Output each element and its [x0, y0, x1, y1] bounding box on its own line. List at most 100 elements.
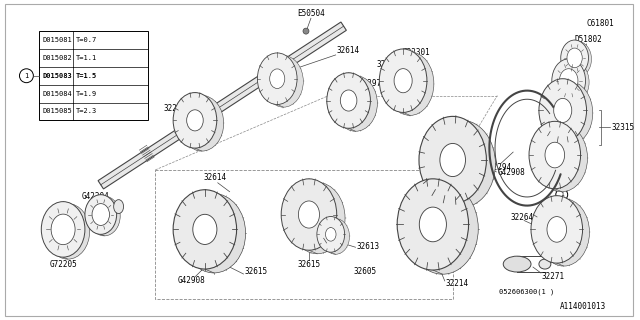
Ellipse shape	[340, 90, 357, 111]
Text: G42204: G42204	[82, 192, 109, 201]
Ellipse shape	[564, 41, 591, 77]
Ellipse shape	[503, 256, 531, 272]
Ellipse shape	[51, 214, 75, 245]
Text: G42908: G42908	[497, 168, 525, 177]
Text: A114001013: A114001013	[560, 302, 606, 311]
Ellipse shape	[554, 98, 572, 123]
Ellipse shape	[428, 120, 495, 207]
Ellipse shape	[440, 143, 465, 177]
Text: 32214: 32214	[445, 279, 469, 288]
Ellipse shape	[264, 56, 303, 107]
Text: T=1.5: T=1.5	[76, 73, 97, 79]
Ellipse shape	[42, 202, 85, 257]
Ellipse shape	[276, 72, 291, 91]
Polygon shape	[98, 22, 346, 189]
Ellipse shape	[559, 69, 578, 93]
Ellipse shape	[333, 76, 378, 131]
Ellipse shape	[182, 194, 246, 273]
Text: 32613: 32613	[356, 242, 380, 251]
Text: 32294: 32294	[489, 164, 512, 172]
Ellipse shape	[187, 110, 204, 131]
Text: 32614: 32614	[337, 46, 360, 55]
Ellipse shape	[88, 196, 120, 236]
Text: 32297: 32297	[358, 79, 381, 88]
Text: G22301: G22301	[402, 48, 430, 57]
Ellipse shape	[387, 52, 434, 116]
Ellipse shape	[322, 219, 349, 254]
Ellipse shape	[114, 200, 124, 213]
Text: G72205: G72205	[49, 260, 77, 268]
Ellipse shape	[419, 116, 486, 204]
Ellipse shape	[326, 228, 336, 241]
Ellipse shape	[173, 92, 217, 148]
Ellipse shape	[348, 93, 364, 114]
Ellipse shape	[554, 220, 573, 245]
Text: 32615: 32615	[298, 260, 321, 268]
Text: E50504: E50504	[297, 9, 325, 18]
Text: 32315: 32315	[611, 123, 634, 132]
Ellipse shape	[539, 259, 551, 269]
Text: D015083: D015083	[42, 73, 72, 79]
Text: 32237: 32237	[377, 60, 400, 69]
Circle shape	[303, 28, 309, 34]
Ellipse shape	[173, 190, 237, 269]
Ellipse shape	[560, 101, 578, 125]
Text: 052606300(1 ): 052606300(1 )	[499, 289, 555, 295]
Text: 32614: 32614	[204, 173, 227, 182]
Ellipse shape	[307, 204, 328, 232]
Ellipse shape	[449, 147, 474, 180]
Ellipse shape	[298, 201, 319, 228]
Text: T=2.3: T=2.3	[76, 108, 97, 115]
Ellipse shape	[281, 179, 337, 250]
Ellipse shape	[202, 218, 226, 248]
Text: T=1.1: T=1.1	[76, 55, 97, 61]
Ellipse shape	[269, 69, 285, 89]
Ellipse shape	[538, 199, 589, 266]
Ellipse shape	[556, 60, 589, 104]
Text: D51802: D51802	[575, 35, 602, 44]
Ellipse shape	[380, 49, 427, 112]
Ellipse shape	[429, 211, 456, 246]
Text: D015082: D015082	[42, 55, 72, 61]
Ellipse shape	[394, 69, 412, 93]
Text: 32264: 32264	[511, 213, 534, 222]
Ellipse shape	[552, 145, 572, 171]
Ellipse shape	[561, 40, 589, 76]
Ellipse shape	[536, 124, 588, 192]
Ellipse shape	[85, 195, 116, 234]
Text: 32605: 32605	[353, 267, 377, 276]
Ellipse shape	[180, 96, 224, 151]
Text: G42908: G42908	[178, 276, 206, 285]
Ellipse shape	[289, 182, 345, 254]
Ellipse shape	[401, 72, 419, 96]
Ellipse shape	[193, 214, 217, 244]
Ellipse shape	[545, 81, 593, 145]
Ellipse shape	[257, 53, 297, 105]
Ellipse shape	[397, 179, 468, 270]
Ellipse shape	[552, 59, 586, 102]
Ellipse shape	[327, 73, 371, 128]
Ellipse shape	[92, 204, 109, 225]
Ellipse shape	[193, 113, 210, 134]
Ellipse shape	[529, 121, 580, 189]
Text: D015081: D015081	[42, 37, 72, 43]
Ellipse shape	[317, 217, 344, 252]
Text: 32271: 32271	[542, 272, 565, 282]
Bar	[39, 31, 148, 120]
Ellipse shape	[539, 79, 586, 142]
Text: D015085: D015085	[42, 108, 72, 115]
Text: 1: 1	[560, 192, 564, 197]
Text: 1: 1	[24, 73, 29, 79]
Ellipse shape	[419, 207, 447, 242]
Bar	[156, 170, 452, 299]
Ellipse shape	[545, 142, 564, 168]
Text: D015084: D015084	[42, 91, 72, 97]
Ellipse shape	[330, 230, 341, 243]
Text: T=0.7: T=0.7	[76, 37, 97, 43]
Ellipse shape	[547, 217, 566, 242]
Text: C61801: C61801	[586, 19, 614, 28]
Text: 32615: 32615	[244, 267, 268, 276]
Ellipse shape	[531, 196, 582, 263]
Text: 32201: 32201	[164, 104, 187, 113]
Ellipse shape	[407, 183, 478, 274]
